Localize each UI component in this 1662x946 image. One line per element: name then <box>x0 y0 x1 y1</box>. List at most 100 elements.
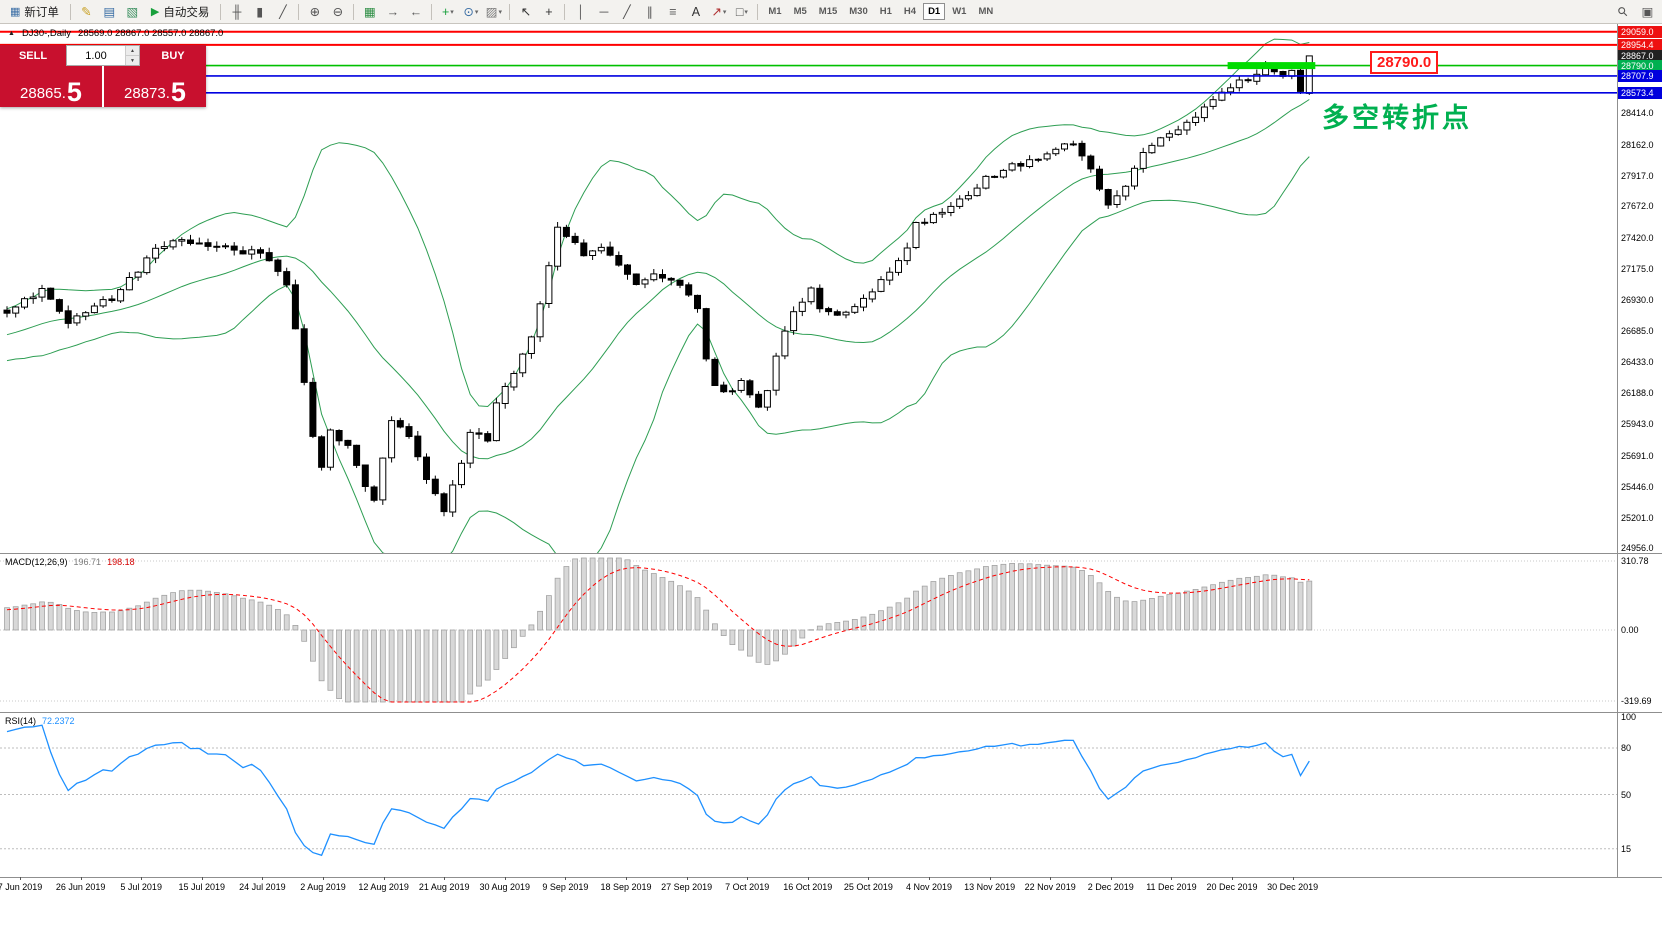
price-axis-label: 27672.0 <box>1621 201 1654 211</box>
buy-price-main: 28873. <box>124 85 170 102</box>
macd-panel-canvas[interactable] <box>0 553 1617 712</box>
toolbar-separator <box>298 3 300 20</box>
metaeditor-icon: ✎ <box>81 5 92 19</box>
volume-decrease-button[interactable]: ▼ <box>126 56 139 65</box>
price-axis-label: 26685.0 <box>1621 326 1654 336</box>
price-axis-label: 24956.0 <box>1621 543 1654 553</box>
volume-input[interactable] <box>67 46 125 65</box>
timeframe-w1-button[interactable]: W1 <box>947 3 971 20</box>
new-chart-icon: ▤ <box>103 5 116 19</box>
toolbar-right-group: ⚲ ▣ <box>1611 2 1659 22</box>
toolbar-separator <box>431 3 433 20</box>
volume-stepper[interactable]: ▲ ▼ <box>66 45 140 66</box>
date-axis-tick <box>1050 877 1052 880</box>
toolbox-icon[interactable]: ▣ <box>1636 2 1659 22</box>
volume-increase-button[interactable]: ▲ <box>126 46 139 56</box>
templates-icon[interactable]: ▨ ▾ <box>482 2 505 22</box>
shapes-icon[interactable]: □ ▾ <box>730 2 753 22</box>
sell-button[interactable]: SELL <box>0 45 66 66</box>
date-axis-label: 2 Aug 2019 <box>300 882 346 892</box>
timeframe-m15-button[interactable]: M15 <box>814 3 842 20</box>
date-axis-label: 12 Aug 2019 <box>358 882 409 892</box>
fibonacci-icon[interactable]: ≡ <box>661 2 684 22</box>
date-axis-label: 25 Oct 2019 <box>843 882 893 892</box>
vertical-line-icon[interactable]: │ <box>569 2 592 22</box>
date-axis-label: 4 Nov 2019 <box>905 882 953 892</box>
chart-shift-icon: ← <box>409 4 423 19</box>
indicators-icon[interactable]: + ▾ <box>436 2 459 22</box>
timeframe-m1-button[interactable]: M1 <box>763 3 786 20</box>
autotrade-button[interactable]: ▶ 自动交易 <box>144 2 216 22</box>
chart-shift-icon[interactable]: ← <box>404 2 427 22</box>
autotrade-icon: ▶ <box>150 6 160 18</box>
cursor-icon[interactable]: ↖ <box>514 2 537 22</box>
top-toolbar: ▦ 新订单 ✎ ▤ ▧ ▶ 自动交易 ╫ ▮ ╱ ⊕ ⊖ ▦ → ← + ▾ ⊙ ▾ ▨ ▾ ↖ + │ ─ ╱ ∥ ≡ A ↗ ▾ □ ▾ M1… <box>0 0 1662 24</box>
one-click-trading-panel: SELL ▲ ▼ BUY 28865. 5 28873. 5 <box>0 45 206 107</box>
chart-title: ▲ DJ30-,Daily 28569.0 28867.0 28557.0 28… <box>8 28 223 39</box>
date-axis-label: 24 Jul 2019 <box>239 882 286 892</box>
auto-scroll-icon[interactable]: → <box>381 2 404 22</box>
bar-chart-icon[interactable]: ╫ <box>225 2 248 22</box>
date-axis-label: 27 Sep 2019 <box>661 882 713 892</box>
date-axis-tick <box>262 877 264 880</box>
main-chart-canvas[interactable] <box>0 24 1617 553</box>
date-axis-tick <box>1110 877 1112 880</box>
price-axis-label: 27917.0 <box>1621 171 1654 181</box>
price-line-tag: 28867.0 <box>1618 50 1662 62</box>
arrows-icon[interactable]: ↗ ▾ <box>707 2 730 22</box>
crosshair-icon: + <box>545 4 553 19</box>
horizontal-line-icon[interactable]: ─ <box>592 2 615 22</box>
panel-splitter[interactable] <box>0 712 1662 713</box>
periods-icon[interactable]: ⊙ ▾ <box>459 2 482 22</box>
line-chart-icon[interactable]: ╱ <box>271 2 294 22</box>
date-axis-tick <box>929 877 930 880</box>
zoom-in-icon[interactable]: ⊕ <box>303 2 326 22</box>
date-axis-tick <box>1292 877 1294 880</box>
rsi-panel-canvas[interactable] <box>0 712 1617 877</box>
timeframe-m30-button[interactable]: M30 <box>844 3 872 20</box>
macd-axis-label: 0.00 <box>1621 625 1639 635</box>
timeframe-h4-button[interactable]: H4 <box>899 3 921 20</box>
crosshair-icon[interactable]: + <box>537 2 560 22</box>
date-axis-label: 7 Jun 2019 <box>0 882 43 892</box>
timeframe-d1-button[interactable]: D1 <box>923 3 946 20</box>
profiles-icon[interactable]: ▧ <box>121 2 144 22</box>
tile-windows-icon[interactable]: ▦ <box>358 2 381 22</box>
panel-splitter[interactable] <box>0 877 1662 878</box>
metaeditor-icon[interactable]: ✎ <box>75 2 98 22</box>
timeframe-h1-button[interactable]: H1 <box>875 3 897 20</box>
rsi-value: 72.2372 <box>42 716 75 726</box>
date-axis-label: 30 Aug 2019 <box>479 882 531 892</box>
new-order-button[interactable]: ▦ 新订单 <box>3 2 66 22</box>
bar-chart-icon: ╫ <box>232 4 242 19</box>
sell-price-display[interactable]: 28865. 5 <box>0 66 102 107</box>
price-axis-label: 25446.0 <box>1621 482 1654 492</box>
new-order-button-label: 新订单 <box>24 6 59 19</box>
new-chart-icon[interactable]: ▤ <box>98 2 121 22</box>
macd-signal-value: 198.18 <box>107 557 135 567</box>
candlestick-icon[interactable]: ▮ <box>248 2 271 22</box>
buy-button[interactable]: BUY <box>140 45 206 66</box>
timeframe-mn-button[interactable]: MN <box>973 3 998 20</box>
buy-price-display[interactable]: 28873. 5 <box>104 66 206 107</box>
text-icon: A <box>691 4 701 19</box>
equidistant-channel-icon[interactable]: ∥ <box>638 2 661 22</box>
date-axis-tick <box>868 877 870 880</box>
price-axis-label: 27175.0 <box>1621 264 1654 274</box>
panel-splitter[interactable] <box>0 553 1662 554</box>
text-icon[interactable]: A <box>684 2 707 22</box>
price-axis[interactable]: 28414.0 28162.0 27917.0 27672.0 27420.0 27175… <box>1617 24 1662 877</box>
date-axis-tick <box>686 877 688 880</box>
date-axis-tick <box>80 877 82 880</box>
date-axis-label: 18 Sep 2019 <box>600 882 652 892</box>
timeframe-m5-button[interactable]: M5 <box>789 3 812 20</box>
zoom-out-icon[interactable]: ⊖ <box>326 2 349 22</box>
rsi-axis-label: 15 <box>1621 844 1632 854</box>
search-icon[interactable]: ⚲ <box>1611 2 1634 22</box>
date-axis[interactable]: 7 Jun 2019 26 Jun 2019 5 Jul 2019 15 Jul 20… <box>0 877 1617 895</box>
macd-indicator-label: MACD(12,26,9) 196.71 198.18 <box>5 557 135 567</box>
trendline-icon[interactable]: ╱ <box>615 2 638 22</box>
autotrade-button-label: 自动交易 <box>163 6 210 19</box>
candlestick-icon: ▮ <box>256 5 264 19</box>
dropdown-caret-icon: ▾ <box>450 8 454 16</box>
